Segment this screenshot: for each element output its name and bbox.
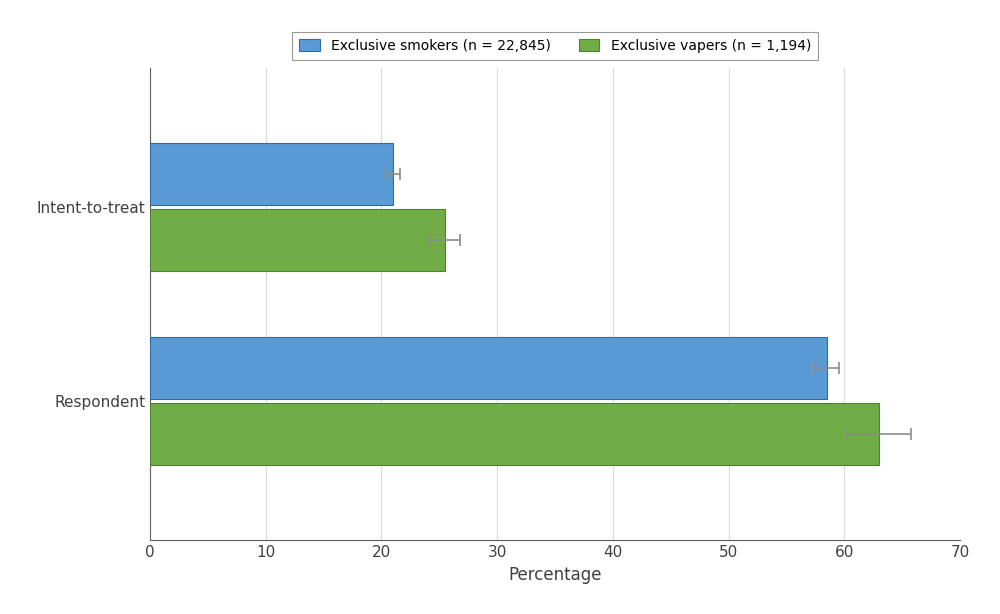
Bar — [150, 403, 879, 465]
Bar — [150, 143, 393, 205]
Bar — [150, 337, 827, 399]
Legend: Exclusive smokers (n = 22,845), Exclusive vapers (n = 1,194): Exclusive smokers (n = 22,845), Exclusiv… — [292, 32, 818, 60]
X-axis label: Percentage: Percentage — [508, 565, 602, 584]
Bar — [150, 209, 445, 271]
